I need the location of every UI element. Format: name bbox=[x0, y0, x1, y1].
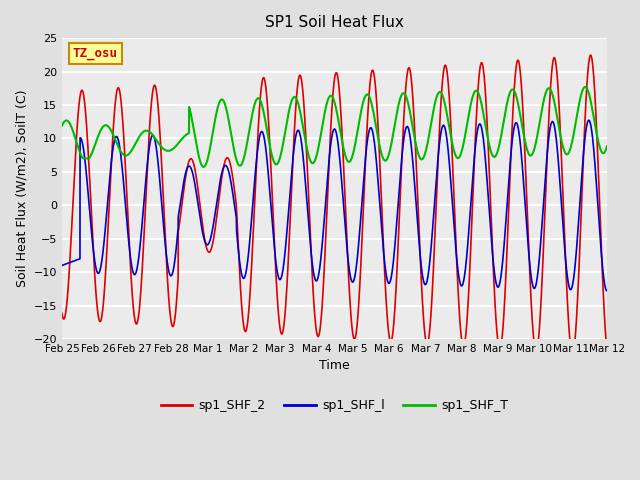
Text: TZ_osu: TZ_osu bbox=[73, 47, 118, 60]
Title: SP1 Soil Heat Flux: SP1 Soil Heat Flux bbox=[265, 15, 404, 30]
Y-axis label: Soil Heat Flux (W/m2), SoilT (C): Soil Heat Flux (W/m2), SoilT (C) bbox=[15, 90, 28, 288]
Legend: sp1_SHF_2, sp1_SHF_l, sp1_SHF_T: sp1_SHF_2, sp1_SHF_l, sp1_SHF_T bbox=[156, 394, 513, 417]
X-axis label: Time: Time bbox=[319, 360, 350, 372]
